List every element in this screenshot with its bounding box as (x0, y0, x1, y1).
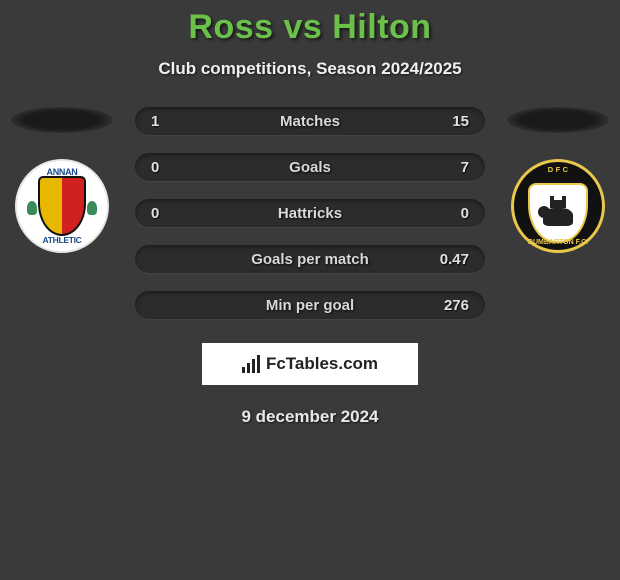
thistle-icon (87, 201, 97, 215)
elephant-castle-icon (538, 198, 578, 228)
shadow-oval-left (11, 107, 113, 133)
dumbarton-inner-shield (528, 183, 588, 243)
left-team-column: ANNAN ATHLETIC (7, 107, 117, 253)
stat-left-value: 1 (151, 113, 191, 130)
stat-row-hattricks: 0 Hattricks 0 (135, 199, 485, 227)
stat-right-value: 7 (429, 159, 469, 176)
comparison-card: Ross vs Hilton Club competitions, Season… (0, 0, 620, 427)
stat-right-value: 0 (429, 205, 469, 222)
stat-label: Min per goal (191, 297, 429, 314)
fctables-link[interactable]: FcTables.com (202, 343, 418, 385)
right-crest-text-bot: DUMBARTON F.C. (514, 239, 602, 246)
stat-label: Hattricks (191, 205, 429, 222)
thistle-icon (27, 201, 37, 215)
fctables-label: FcTables.com (266, 354, 378, 374)
bar-chart-icon (242, 355, 260, 373)
stat-row-matches: 1 Matches 15 (135, 107, 485, 135)
right-team-column: D F C DUMBARTON F.C. (503, 107, 613, 253)
stat-left-value: 0 (151, 205, 191, 222)
stat-right-value: 0.47 (429, 251, 469, 268)
left-crest-text-bot: ATHLETIC (17, 235, 107, 245)
date-line: 9 december 2024 (0, 407, 620, 427)
stat-label: Matches (191, 113, 429, 130)
main-row: ANNAN ATHLETIC 1 Matches 15 0 Goals 7 0 … (0, 107, 620, 319)
subtitle: Club competitions, Season 2024/2025 (0, 59, 620, 79)
shadow-oval-right (507, 107, 609, 133)
stat-row-goals-per-match: Goals per match 0.47 (135, 245, 485, 273)
right-team-crest: D F C DUMBARTON F.C. (511, 159, 605, 253)
stats-column: 1 Matches 15 0 Goals 7 0 Hattricks 0 Goa… (135, 107, 485, 319)
stat-row-goals: 0 Goals 7 (135, 153, 485, 181)
stat-row-min-per-goal: Min per goal 276 (135, 291, 485, 319)
stat-label: Goals (191, 159, 429, 176)
right-crest-text-top: D F C (514, 165, 602, 174)
page-title: Ross vs Hilton (0, 8, 620, 47)
stat-label: Goals per match (191, 251, 429, 268)
stat-right-value: 276 (429, 297, 469, 314)
annan-shield-icon (38, 176, 86, 236)
stat-left-value: 0 (151, 159, 191, 176)
stat-right-value: 15 (429, 113, 469, 130)
left-team-crest: ANNAN ATHLETIC (15, 159, 109, 253)
